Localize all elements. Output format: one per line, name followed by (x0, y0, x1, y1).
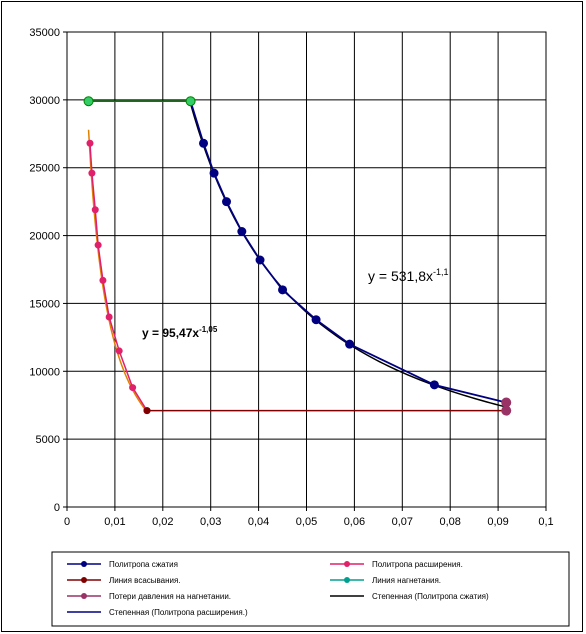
y-tick-label: 10000 (29, 366, 60, 378)
legend-label: Политропа сжатия (109, 560, 178, 569)
x-tick-label: 0,09 (487, 516, 508, 528)
legend-swatch-marker (81, 577, 87, 583)
data-point (345, 339, 355, 349)
equation-label-compression: y = 531,8x-1,1 (368, 267, 449, 284)
discharge-point (185, 96, 196, 107)
data-point (86, 139, 94, 147)
x-tick-label: 0,05 (296, 516, 317, 528)
legend-label: Линия всасывания. (109, 576, 181, 585)
data-point (143, 407, 151, 415)
y-tick-label: 25000 (29, 163, 60, 175)
x-tick-label: 0 (64, 516, 70, 528)
data-point (222, 197, 232, 207)
equation-label-expansion: y = 95,47x-1,05 (142, 325, 218, 340)
legend-swatch-marker (81, 561, 87, 567)
legend-label: Степенная (Политропа сжатия) (372, 592, 489, 601)
y-tick-label: 30000 (29, 95, 60, 107)
data-point (237, 227, 247, 236)
x-tick-label: 0,01 (104, 516, 125, 528)
y-tick-label: 0 (54, 502, 60, 514)
legend-label: Потери давления на нагнетании. (109, 592, 231, 601)
legend-label: Линия нагнетания. (372, 576, 441, 585)
y-tick-label: 35000 (29, 27, 60, 39)
legend-label: Политропа расширения. (372, 560, 463, 569)
x-tick-label: 0,04 (248, 516, 269, 528)
y-tick-label: 20000 (29, 231, 60, 243)
legend-swatch-marker (81, 593, 87, 599)
x-tick-label: 0,02 (152, 516, 173, 528)
x-tick-label: 0,06 (344, 516, 365, 528)
y-tick-label: 5000 (36, 434, 60, 446)
data-point (199, 138, 209, 148)
x-tick-label: 0,1 (538, 516, 553, 528)
data-point (255, 255, 265, 265)
data-point (88, 169, 96, 177)
y-tick-label: 15000 (29, 298, 60, 310)
data-point (99, 276, 107, 284)
legend-box (51, 551, 570, 627)
data-point (501, 405, 512, 416)
x-tick-label: 0,08 (439, 516, 460, 528)
legend-swatch-marker (344, 577, 350, 583)
data-point (94, 241, 102, 249)
data-point (501, 397, 512, 408)
legend-swatch-marker (344, 561, 350, 567)
data-point (311, 315, 321, 325)
data-point (115, 347, 123, 355)
data-point (105, 313, 113, 321)
x-tick-label: 0,03 (200, 516, 221, 528)
data-point (209, 168, 219, 178)
x-tick-label: 0,07 (392, 516, 413, 528)
legend-label: Степенная (Политропа расширения.) (109, 608, 248, 617)
discharge-point (83, 96, 94, 107)
data-point (429, 380, 439, 390)
data-point (129, 384, 137, 392)
data-point (91, 206, 99, 214)
data-point (278, 285, 288, 295)
